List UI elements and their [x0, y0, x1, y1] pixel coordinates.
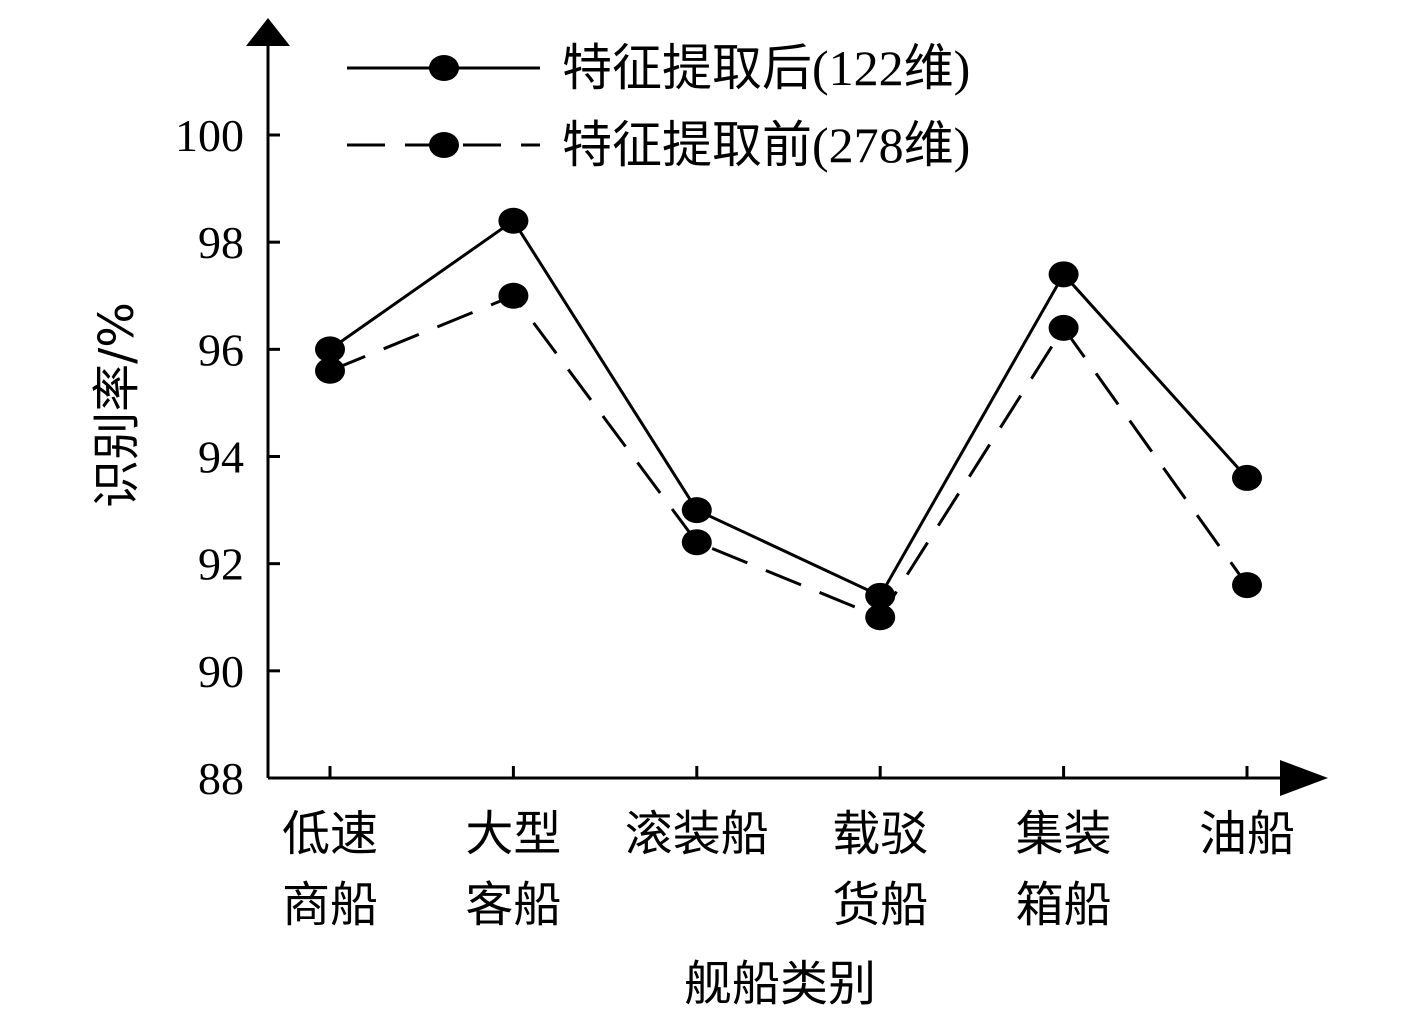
data-point	[681, 529, 712, 556]
y-tick-label: 88	[198, 753, 244, 804]
x-tick-label: 箱船	[1016, 877, 1112, 933]
y-tick-label: 90	[198, 646, 244, 697]
y-ticks: 88 90 92 94 96 98 100	[175, 110, 280, 804]
data-point	[498, 207, 529, 234]
y-tick-label: 98	[198, 217, 244, 268]
series-line-1	[329, 293, 1249, 620]
data-point	[1048, 261, 1079, 288]
y-tick-label: 100	[175, 110, 244, 161]
data-point	[315, 336, 345, 363]
x-tick-label: 低速	[282, 806, 378, 862]
legend: 特征提取后(122维) 特征提取前(278维)	[347, 40, 970, 173]
y-axis-title: 识别率/%	[89, 302, 145, 508]
series-group	[315, 207, 1262, 631]
data-point	[498, 282, 529, 309]
data-point	[681, 497, 712, 524]
x-tick-label: 商船	[282, 877, 378, 933]
data-point	[1048, 314, 1079, 341]
x-tick-label: 货船	[832, 877, 928, 933]
y-tick-label: 96	[198, 324, 244, 375]
x-tick-label: 集装	[1016, 806, 1112, 862]
data-point	[315, 357, 345, 384]
x-tick-label: 滚装船	[625, 806, 769, 862]
legend-marker-1	[429, 132, 459, 158]
x-axis-arrow	[1280, 760, 1328, 796]
x-axis-title: 舰船类别	[684, 956, 876, 1012]
legend-label-0: 特征提取后(122维)	[562, 40, 970, 96]
y-tick-label: 94	[198, 432, 244, 483]
data-point	[1232, 464, 1262, 491]
legend-marker-0	[429, 55, 459, 81]
axes	[246, 18, 1328, 796]
y-tick-label: 92	[198, 539, 244, 590]
x-tick-label: 客船	[465, 877, 561, 933]
legend-label-1: 特征提取前(278维)	[562, 117, 970, 173]
x-tick-label: 油船	[1199, 806, 1295, 862]
series-line-0	[329, 218, 1249, 598]
x-tick-label: 载驳	[832, 806, 928, 862]
data-point	[865, 582, 896, 609]
y-axis-arrow	[246, 18, 290, 46]
x-tick-label: 大型	[465, 806, 561, 862]
data-point	[865, 604, 896, 631]
data-point	[1232, 572, 1262, 599]
